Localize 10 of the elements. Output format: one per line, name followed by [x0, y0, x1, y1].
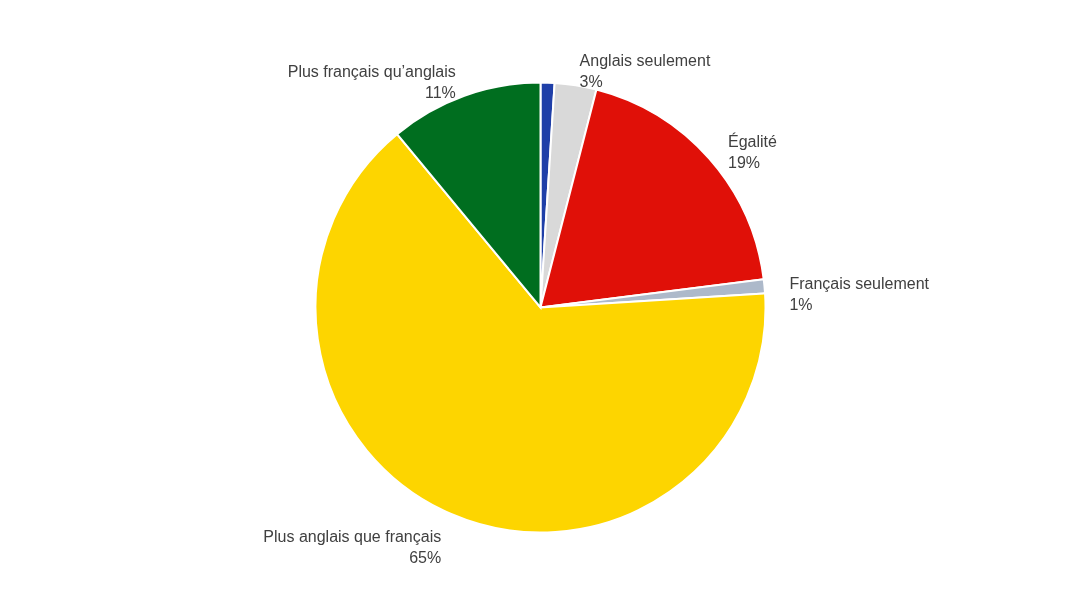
slice-label: Anglais seulement: [579, 51, 711, 69]
slice-label: Français seulement: [789, 274, 930, 292]
data-label: 1%: [789, 295, 813, 313]
data-label: 65%: [409, 548, 442, 566]
data-label: 11%: [424, 84, 456, 102]
slice-label: Plus anglais que français: [263, 527, 442, 545]
slice-label: Égalité: [728, 132, 778, 151]
slice-label: Plus français qu’anglais: [287, 63, 456, 81]
data-label: 3%: [579, 72, 603, 90]
data-label: 19%: [728, 154, 761, 172]
